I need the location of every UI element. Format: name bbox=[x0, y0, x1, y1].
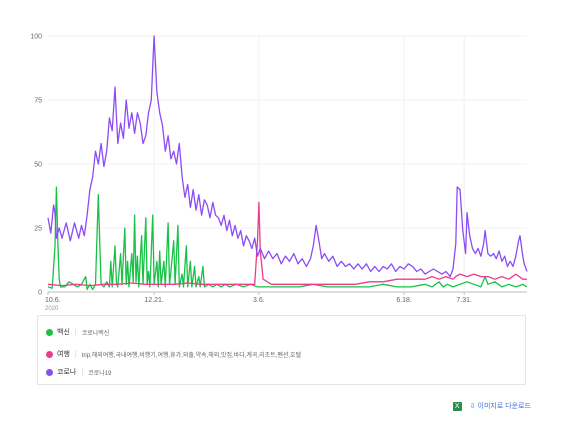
series-lines bbox=[47, 35, 528, 291]
legend-item-corona[interactable]: 코로나 | 코로나19 bbox=[46, 365, 111, 379]
y-tick-label: 100 bbox=[30, 34, 42, 41]
chart-footer: X ⇩ 이미지로 다운로드 bbox=[452, 401, 531, 411]
legend-marker bbox=[46, 328, 53, 336]
download-icon[interactable]: ⇩ bbox=[469, 403, 476, 410]
legend-marker bbox=[46, 368, 53, 376]
legend-series-name: 백신 bbox=[57, 329, 70, 336]
y-tick-label: 25 bbox=[34, 226, 42, 233]
series-line-vaccine bbox=[47, 186, 528, 291]
legend-keywords: trip,해외여행,국내여행,비행기,여행,휴가,외출,약속,해외,맛집,바다,… bbox=[81, 352, 302, 359]
y-tick-label: 0 bbox=[38, 290, 42, 297]
x-axis-ticks: 10.6. 2020 12.21. 3.6. 6.18. 7.31. bbox=[45, 292, 472, 310]
chart-grid bbox=[48, 35, 527, 293]
legend-separator: | bbox=[74, 328, 77, 336]
y-axis-ticks: 0 25 50 75 100 bbox=[30, 34, 42, 297]
legend-series-name: 코로나 bbox=[57, 369, 77, 376]
legend: 백신 | 코로나백신 여행 | trip,해외여행,국내여행,비행기,여행,휴가… bbox=[37, 315, 526, 385]
x-tick-label: 6.18. bbox=[396, 297, 412, 304]
legend-item-travel[interactable]: 여행 | trip,해외여행,국내여행,비행기,여행,휴가,외출,약속,해외,맛… bbox=[46, 347, 301, 361]
legend-marker bbox=[46, 350, 53, 358]
x-tick-label: 7.31. bbox=[456, 297, 472, 304]
legend-separator: | bbox=[74, 350, 77, 358]
download-image-link[interactable]: 이미지로 다운로드 bbox=[477, 403, 531, 410]
excel-icon[interactable]: X bbox=[452, 401, 462, 411]
x-tick-label: 10.6. bbox=[45, 297, 61, 304]
y-tick-label: 75 bbox=[34, 98, 42, 105]
x-tick-label: 3.6. bbox=[253, 297, 265, 304]
trend-line-chart: 0 25 50 75 100 10.6. 2020 12.21. 3.6. 6.18. 7.31. bbox=[30, 34, 528, 310]
series-line-travel bbox=[47, 201, 527, 287]
x-tick-sublabel: 2020 bbox=[45, 306, 59, 310]
legend-separator: | bbox=[81, 368, 84, 376]
legend-series-name: 여행 bbox=[57, 351, 70, 358]
y-tick-label: 50 bbox=[34, 162, 42, 169]
x-tick-label: 12.21. bbox=[144, 297, 164, 304]
series-line-corona bbox=[47, 35, 528, 278]
legend-keywords: 코로나백신 bbox=[81, 330, 110, 337]
legend-keywords: 코로나19 bbox=[88, 370, 112, 377]
legend-item-vaccine[interactable]: 백신 | 코로나백신 bbox=[46, 325, 109, 339]
